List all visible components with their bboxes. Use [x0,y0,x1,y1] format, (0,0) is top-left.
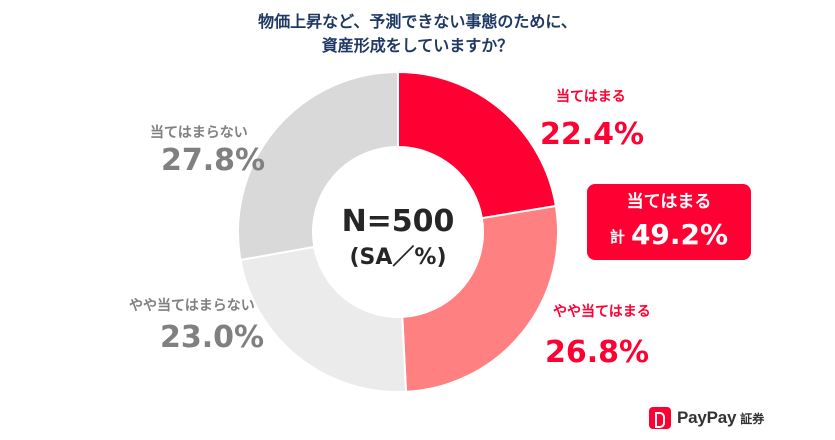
summary-total-box: 当てはまる 計 49.2% [587,184,751,260]
slice-label-yaya-atehamaranai: やや当てはまらない [129,298,255,314]
slice-label-atehamaranai: 当てはまらない [150,125,248,141]
summary-total: 計 49.2% [587,218,751,251]
chart-title: 物価上昇など、予測できない事態のために、 資産形成をしていますか？ [0,10,835,58]
donut-slice-atehamaranai [237,70,399,262]
sample-size-label: N=500 [341,204,455,239]
slice-value-atehamaranai: 27.8% [161,143,266,178]
logo-sub-text: 証券 [740,411,765,426]
donut-slice-yaya-atehamaru [401,204,559,393]
chart-title-line-2: 資産形成をしていますか？ [321,36,514,55]
summary-label: 当てはまる [626,192,712,212]
summary-prefix: 計 [609,228,625,246]
donut-slice-yaya-atehamaranai [239,245,408,393]
paypay-securities-logo: PayPay 証券 [649,405,764,431]
paypay-logo-icon [649,407,671,429]
slice-value-yaya-atehamaranai: 23.0% [160,320,265,355]
slice-value-yaya-atehamaru: 26.8% [545,335,650,370]
slice-label-yaya-atehamaru: やや当てはまる [553,304,651,320]
summary-value: 49.2% [630,218,729,251]
logo-brand-text: PayPay [677,408,737,427]
chart-title-line-1: 物価上昇など、予測できない事態のために、 [258,12,577,31]
donut-slice-atehamaru [397,70,558,220]
slice-value-atehamaru: 22.4% [540,117,645,152]
answer-type-label: (SA／%) [349,245,447,270]
slice-label-atehamaru: 当てはまる [556,89,626,105]
